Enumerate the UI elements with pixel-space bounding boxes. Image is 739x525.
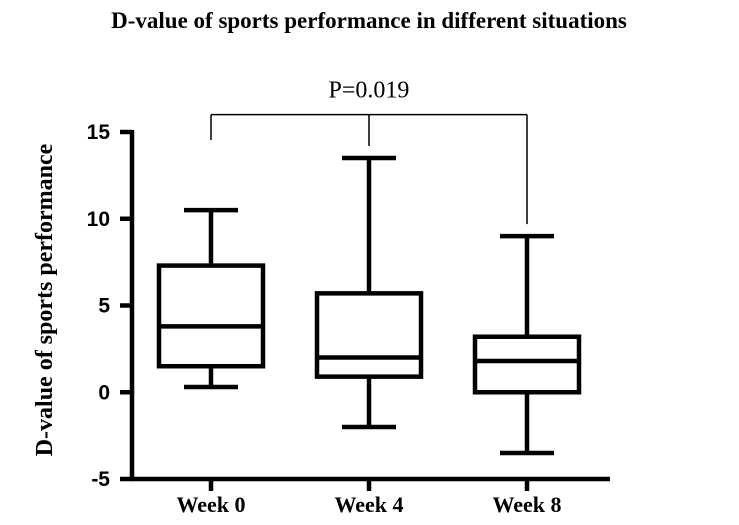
p-value-label: P=0.019 — [329, 78, 410, 104]
iqr-box — [314, 291, 424, 379]
chart-title: D-value of sports performance in differe… — [111, 8, 627, 33]
box-3 — [472, 233, 582, 456]
x-tick-label: Week 4 — [334, 492, 403, 517]
y-tick-label: 0 — [98, 381, 110, 404]
x-tick-label: Week 8 — [492, 492, 561, 517]
significance-bracket: P=0.019 — [210, 78, 528, 225]
boxes — [156, 155, 582, 456]
y-tick-label: 15 — [87, 121, 111, 144]
axes: -5 0 5 10 15 Week 0 Week 4 Week 8 — [87, 121, 610, 517]
y-axis-label: D-value of sports performance — [32, 143, 58, 456]
box-1 — [156, 207, 266, 390]
box-2 — [314, 155, 424, 430]
iqr-box — [156, 263, 266, 369]
y-tick-label: 10 — [87, 208, 110, 231]
y-tick-label: -5 — [91, 468, 110, 491]
iqr-box — [472, 334, 582, 395]
x-tick-label: Week 0 — [176, 492, 245, 517]
y-tick-label: 5 — [98, 295, 110, 318]
